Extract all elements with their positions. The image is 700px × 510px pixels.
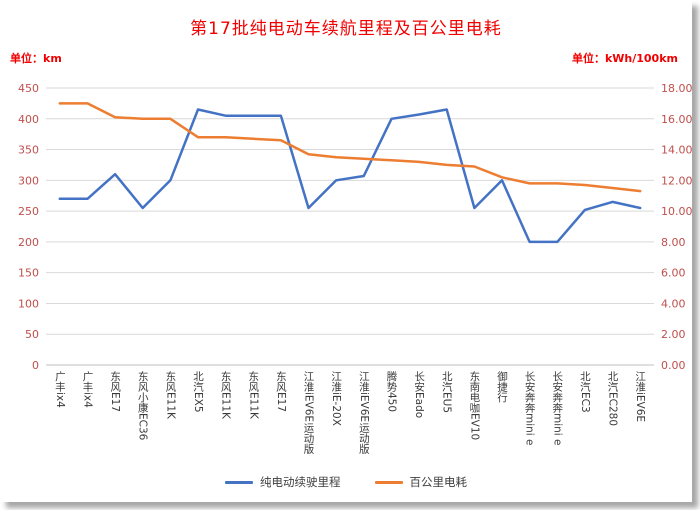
y-tick-right: 18.00 xyxy=(661,82,692,95)
y-tick-right: 4.00 xyxy=(661,297,686,310)
y-tick-right: 10.00 xyxy=(661,205,692,218)
chart-legend: 纯电动续驶里程 百公里电耗 xyxy=(0,474,692,490)
y-tick-left: 300 xyxy=(18,174,39,187)
x-axis-label: 江淮iE-20X xyxy=(330,371,343,426)
line-chart: 450 18.00 400 16.00 350 14.00 300 12.00 250 10.00… xyxy=(18,82,693,372)
y-tick-right: 0.00 xyxy=(661,359,686,372)
x-axis-label: 北汽EX5 xyxy=(192,371,204,413)
x-axis-label: 东风E17 xyxy=(274,371,287,412)
y-tick-left: 350 xyxy=(18,144,39,157)
y-tick-left: 200 xyxy=(18,236,39,249)
y-tick-left: 450 xyxy=(18,82,39,95)
y-tick-right: 14.00 xyxy=(661,144,692,157)
x-axis-label: 东风E11K xyxy=(247,371,260,419)
x-axis-label: 长安Eado xyxy=(413,371,426,419)
x-axis-label: 江淮iEV6E xyxy=(634,371,647,423)
y-tick-left: 100 xyxy=(18,297,39,310)
legend-item-consumption: 百公里电耗 xyxy=(374,474,468,490)
x-axis-label: 腾势450 xyxy=(385,371,398,413)
x-axis-label: 长安奔奔mini e xyxy=(523,371,536,446)
y-tick-left: 150 xyxy=(18,267,39,280)
chart-card: 第17批纯电动车续航里程及百公里电耗 单位：km 单位：kWh/100km 45… xyxy=(0,19,693,490)
y-tick-left: 250 xyxy=(18,205,39,218)
x-axis-label: 东南电咖EV10 xyxy=(468,371,481,441)
series-line-0 xyxy=(58,108,642,244)
y-tick-right: 2.00 xyxy=(661,328,686,341)
x-axis-label: 东风E11K xyxy=(219,371,232,419)
left-axis-unit: 单位：km xyxy=(10,52,62,65)
legend-item-range: 纯电动续驶里程 xyxy=(225,474,341,490)
x-axis-label: 江淮iEV6E运动版 xyxy=(302,371,315,454)
x-axis-label: 东风小康EC36 xyxy=(136,371,149,441)
x-axis-label: 广丰ix4 xyxy=(53,371,66,408)
y-tick-right: 6.00 xyxy=(661,267,686,280)
x-axis-label: 北汽EC280 xyxy=(606,371,619,427)
y-tick-right: 12.00 xyxy=(661,174,692,187)
x-axis-label: 广丰ix4 xyxy=(81,371,94,408)
legend-label-range: 纯电动续驶里程 xyxy=(260,475,341,489)
x-axis-label: 东风E11K xyxy=(164,371,177,419)
y-tick-left: 400 xyxy=(18,113,39,126)
y-tick-left: 0 xyxy=(32,359,39,372)
x-axis-label: 御捷行 xyxy=(496,371,508,403)
legend-line-blue xyxy=(225,480,253,484)
x-axis-label: 北汽EC3 xyxy=(578,371,591,413)
x-axis-label: 长安奔奔mini e xyxy=(551,371,564,446)
y-tick-right: 16.00 xyxy=(661,113,692,126)
y-tick-right: 8.00 xyxy=(661,236,686,249)
x-axis-label: 江淮iEV6E运动版 xyxy=(357,371,370,454)
chart-title: 第17批纯电动车续航里程及百公里电耗 xyxy=(190,19,502,39)
y-tick-left: 50 xyxy=(25,328,39,341)
series-line-1 xyxy=(58,102,642,193)
right-axis-unit: 单位：kWh/100km xyxy=(571,52,678,65)
legend-line-orange xyxy=(374,480,403,484)
legend-label-consumption: 百公里电耗 xyxy=(409,475,468,489)
x-axis-label: 北汽EU5 xyxy=(440,371,453,413)
x-axis-label: 东风E17 xyxy=(109,371,122,412)
